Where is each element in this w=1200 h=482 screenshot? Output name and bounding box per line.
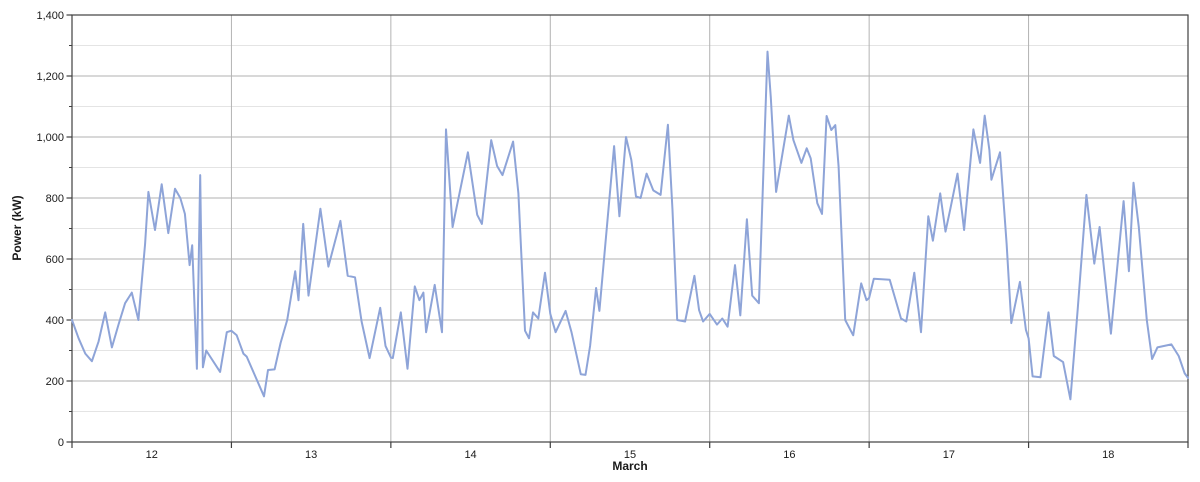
y-tick-label: 800	[46, 193, 64, 205]
x-tick-label: 14	[464, 449, 476, 461]
y-tick-label: 600	[46, 254, 64, 266]
x-tick-label: 16	[783, 449, 795, 461]
y-tick-label: 1,000	[36, 132, 64, 144]
x-tick-label: 12	[146, 449, 158, 461]
y-axis-title: Power (kW)	[10, 195, 24, 261]
power-series-line	[71, 50, 1189, 401]
y-tick-label: 400	[46, 315, 64, 327]
y-tick-label: 1,400	[36, 10, 64, 22]
y-tick-label: 1,200	[36, 71, 64, 83]
y-tick-label: 0	[58, 437, 64, 449]
y-tick-label: 200	[46, 376, 64, 388]
x-tick-label: 18	[1102, 449, 1114, 461]
x-axis-title: March	[612, 459, 648, 473]
x-tick-label: 17	[943, 449, 955, 461]
x-tick-label: 15	[624, 449, 636, 461]
x-tick-label: 13	[305, 449, 317, 461]
